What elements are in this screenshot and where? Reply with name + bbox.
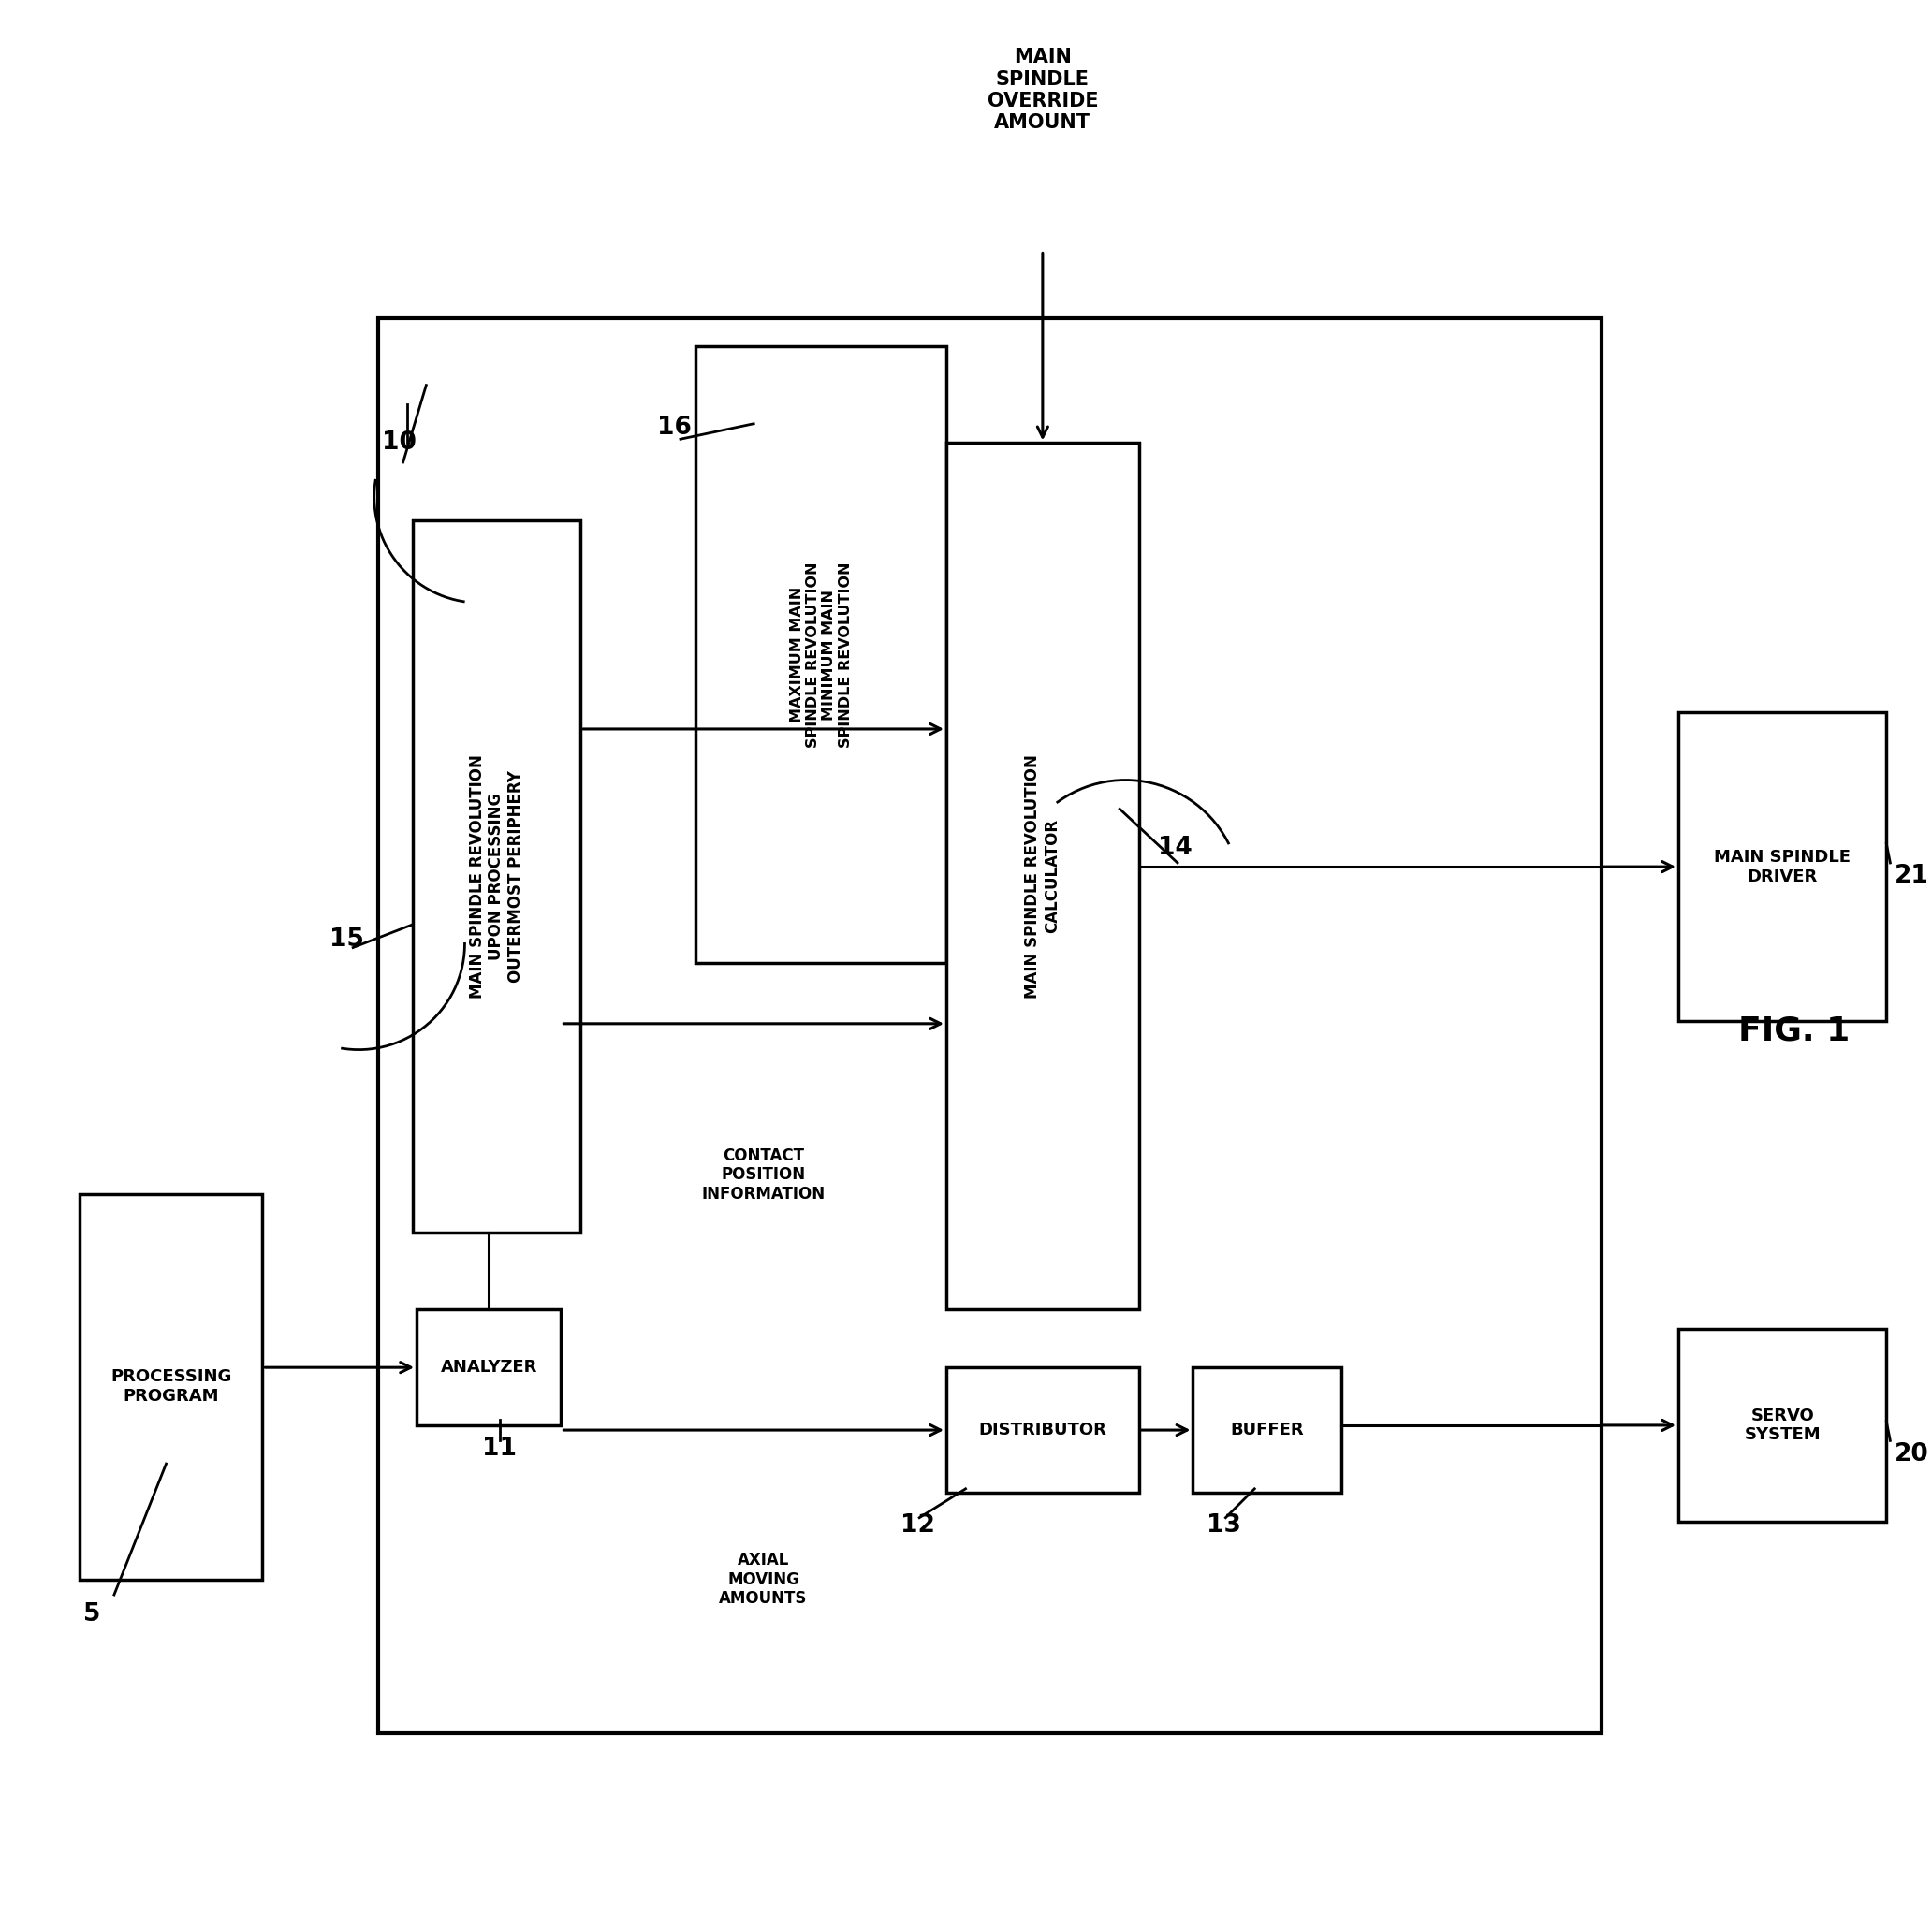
- Bar: [947, 1367, 1140, 1493]
- Text: MAIN SPINDLE
DRIVER: MAIN SPINDLE DRIVER: [1714, 849, 1851, 884]
- Bar: [379, 318, 1602, 1733]
- Bar: [696, 347, 947, 963]
- Text: MAIN
SPINDLE
OVERRIDE
AMOUNT: MAIN SPINDLE OVERRIDE AMOUNT: [987, 48, 1097, 133]
- Text: FIG. 1: FIG. 1: [1739, 1015, 1849, 1046]
- Text: 11: 11: [483, 1437, 516, 1460]
- Bar: [1192, 1367, 1341, 1493]
- Bar: [417, 1310, 560, 1425]
- Text: MAIN SPINDLE REVOLUTION
CALCULATOR: MAIN SPINDLE REVOLUTION CALCULATOR: [1024, 755, 1061, 998]
- Text: DISTRIBUTOR: DISTRIBUTOR: [980, 1421, 1107, 1439]
- Text: 16: 16: [657, 416, 692, 439]
- Text: 21: 21: [1893, 865, 1928, 888]
- Text: SERVO
SYSTEM: SERVO SYSTEM: [1745, 1408, 1820, 1443]
- Text: 14: 14: [1157, 836, 1192, 859]
- Text: 5: 5: [83, 1602, 100, 1626]
- Text: MAIN SPINDLE REVOLUTION
UPON PROCESSING
OUTERMOST PERIPHERY: MAIN SPINDLE REVOLUTION UPON PROCESSING …: [469, 755, 524, 998]
- Text: 10: 10: [383, 431, 417, 455]
- Bar: [947, 443, 1140, 1310]
- Text: 20: 20: [1893, 1443, 1928, 1466]
- Bar: [1679, 713, 1886, 1021]
- Text: 12: 12: [900, 1514, 935, 1537]
- Text: ANALYZER: ANALYZER: [440, 1360, 537, 1375]
- Text: 13: 13: [1206, 1514, 1240, 1537]
- Text: MAXIMUM MAIN
SPINDLE REVOLUTION
MINIMUM MAIN
SPINDLE REVOLUTION: MAXIMUM MAIN SPINDLE REVOLUTION MINIMUM …: [790, 562, 852, 747]
- Bar: [79, 1194, 263, 1579]
- Text: CONTACT
POSITION
INFORMATION: CONTACT POSITION INFORMATION: [701, 1148, 825, 1202]
- Bar: [413, 520, 580, 1233]
- Text: 15: 15: [330, 928, 365, 951]
- Bar: [1679, 1329, 1886, 1522]
- Text: PROCESSING
PROGRAM: PROCESSING PROGRAM: [110, 1369, 232, 1404]
- Text: BUFFER: BUFFER: [1231, 1421, 1304, 1439]
- Text: AXIAL
MOVING
AMOUNTS: AXIAL MOVING AMOUNTS: [719, 1552, 808, 1606]
